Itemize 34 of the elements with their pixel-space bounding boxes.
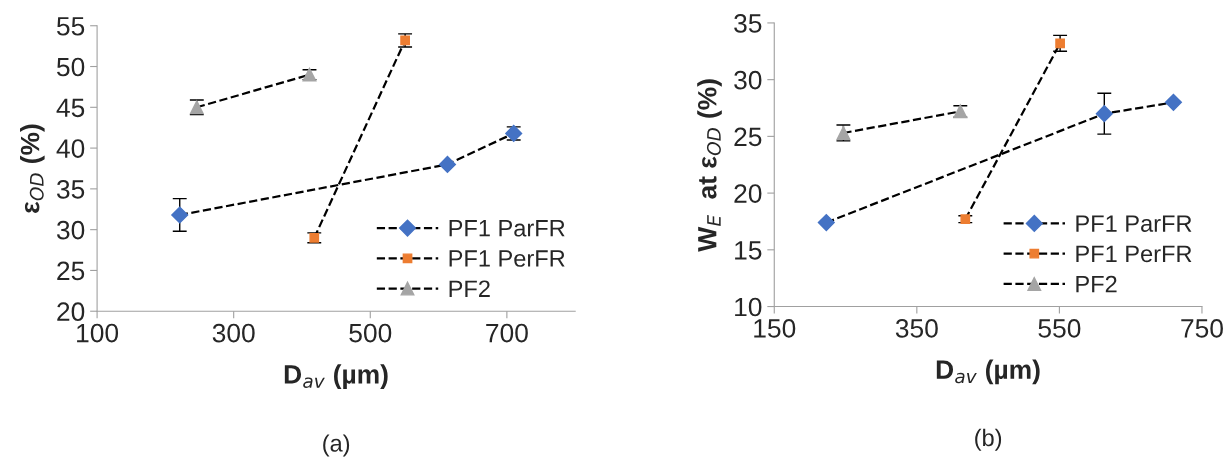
y-tick-label: 50 [56,57,85,77]
x-tick-label: 750 [1181,319,1223,338]
x-axis-title: D$_{av}$ (µm) [284,364,388,389]
y-tick-label: 30 [734,70,762,90]
legend-label: PF1 ParFR [1076,215,1192,232]
y-tick-label: 40 [56,139,85,158]
x-tick-label: 350 [895,319,938,338]
legend-label: PF1 ParFR [449,220,565,237]
x-tick-label: 300 [212,323,255,343]
y-tick-label: 45 [56,98,85,118]
legend-label: PF1 PerFR [1076,245,1192,263]
x-tick-label: 500 [349,323,392,343]
legend-label: PF2 [1076,275,1117,293]
y-tick-label: 20 [57,302,85,322]
y-tick-label: 15 [735,241,762,260]
y-axis-title: W$_{E}$ at ε$_{OD}$ (%) [697,79,722,252]
x-tick-label: 100 [77,323,119,343]
y-tick-label: 10 [735,297,762,317]
legend-label: PF2 [449,280,490,297]
x-tick-label: 150 [754,319,796,338]
y-tick-label: 30 [56,220,85,240]
x-axis-title: D$_{av}$ (µm) [936,359,1040,385]
y-tick-label: 35 [734,14,762,33]
x-tick-label: 550 [1038,319,1081,338]
y-tick-label: 20 [734,184,762,203]
y-tick-label: 25 [57,261,85,281]
y-tick-label: 55 [56,17,85,36]
legend-label: PF1 PerFR [449,250,565,267]
x-tick-label: 700 [486,323,528,343]
y-axis-title: ε$_{OD}$ (%) [20,124,45,213]
text: (b) [975,428,1002,451]
text: (a) [323,434,350,457]
y-tick-label: 25 [734,127,762,147]
y-tick-label: 35 [56,180,85,199]
